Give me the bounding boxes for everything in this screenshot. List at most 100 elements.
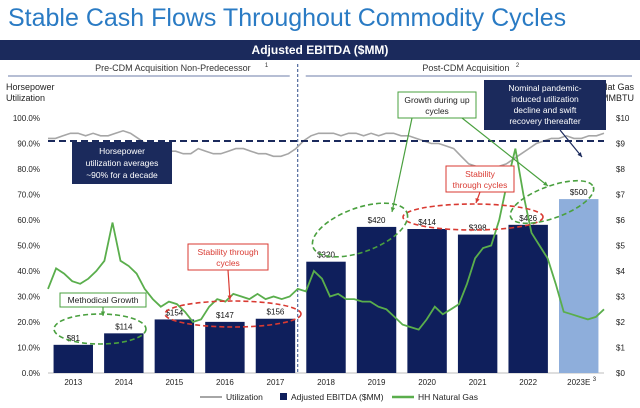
stability-arrow-1-head (227, 295, 232, 300)
right-tick-label: $5 (616, 242, 625, 251)
period-post-sup: 2 (516, 63, 520, 69)
ebitda-bar (508, 224, 548, 373)
ebitda-chart: Pre-CDM Acquisition Non-Predecessor 1 Post… (6, 63, 635, 402)
methodical-growth-ellipse (53, 313, 147, 345)
chart-banner: Adjusted EBITDA ($MM) (0, 40, 640, 60)
x-tick-label: 2017 (267, 378, 285, 387)
ebitda-value-label: $81 (67, 334, 81, 343)
hp-util-callout-text: utilization averages (86, 158, 159, 168)
right-tick-label: $8 (616, 165, 625, 174)
x-tick-label: 2016 (216, 378, 234, 387)
growth-arrow-1-head (390, 207, 396, 212)
ebitda-bar (255, 318, 296, 373)
stability-callout-2-text: Stability (465, 169, 496, 179)
growth-ellipse-1 (311, 202, 409, 258)
right-tick-label: $4 (616, 267, 625, 276)
stability-callout-2-text: through cycles (453, 180, 508, 190)
ebitda-bar (306, 261, 346, 373)
period-post-label: Post-CDM Acquisition (422, 63, 509, 73)
right-axis-title-line: HH Nat Gas (585, 82, 634, 92)
hp-util-callout-text: Horsepower (99, 146, 145, 156)
x-tick-label: 2022 (519, 378, 537, 387)
methodical-growth-callout-text: Methodical Growth (68, 295, 139, 305)
stability-ellipse-1 (164, 300, 302, 328)
right-tick-label: $9 (616, 140, 625, 149)
ebitda-value-label: $420 (368, 216, 386, 225)
left-tick-label: 100.0% (13, 114, 40, 123)
legend-utilization-label: Utilization (226, 392, 263, 402)
period-pre-label: Pre-CDM Acquisition Non-Predecessor (95, 63, 251, 73)
growth-ellipse-2 (509, 179, 595, 225)
hp-util-callout-text: ~90% for a decade (86, 170, 158, 180)
ebitda-value-label: $156 (267, 308, 285, 317)
ebitda-value-label: $154 (165, 308, 183, 317)
ebitda-value-label: $114 (115, 322, 133, 331)
x-tick-label: 2014 (115, 378, 133, 387)
ebitda-bar (457, 234, 498, 373)
ebitda-value-label: $398 (469, 224, 487, 233)
right-tick-label: $10 (616, 114, 630, 123)
right-tick-label: $7 (616, 191, 625, 200)
pandemic-callout (484, 80, 606, 130)
ebitda-bar (53, 344, 93, 373)
ebitda-bar (559, 199, 599, 373)
ebitda-bar (154, 319, 195, 373)
growth-up-callout-text: Growth during up (404, 95, 469, 105)
pandemic-arrow (559, 129, 583, 158)
right-tick-label: $1 (616, 344, 625, 353)
ebitda-bar (205, 321, 245, 373)
period-pre-sup: 1 (265, 63, 269, 69)
pandemic-callout-text: Nominal pandemic- (508, 83, 581, 93)
gas-price-line (47, 148, 605, 331)
x-tick-label: 2020 (418, 378, 436, 387)
x-tick-label: 2019 (368, 378, 386, 387)
right-tick-label: $6 (616, 216, 625, 225)
left-axis-title-line: Horsepower (6, 82, 55, 92)
methodical-arrow-head (100, 311, 106, 316)
x-tick-label: 2021 (469, 378, 487, 387)
left-tick-label: 40.0% (17, 267, 40, 276)
pandemic-arrow-head (577, 152, 582, 157)
left-tick-label: 80.0% (17, 165, 40, 174)
left-axis-title-line: Utilization (6, 93, 45, 103)
ebitda-value-label: $147 (216, 311, 234, 320)
left-tick-label: 30.0% (17, 293, 40, 302)
ebitda-bar (104, 333, 144, 373)
stability-callout-1-text: cycles (216, 258, 240, 268)
stability-callout-1 (187, 243, 269, 271)
growth-arrow-2 (461, 117, 549, 187)
right-tick-label: $2 (616, 318, 625, 327)
stability-callout-1-text: Stability through (198, 247, 259, 257)
page-title: Stable Cash Flows Throughout Commodity C… (8, 4, 567, 32)
stability-arrow-1 (227, 269, 231, 301)
legend-gas-label: HH Natural Gas (418, 392, 478, 402)
growth-arrow-2-head (543, 181, 548, 186)
ebitda-value-label: $500 (570, 188, 588, 197)
x-tick-label: 2015 (165, 378, 183, 387)
growth-up-callout-text: cycles (425, 106, 449, 116)
pandemic-callout-text: recovery thereafter (509, 116, 581, 126)
pandemic-callout-text: decline and swift (514, 105, 577, 115)
right-axis-title-line: $/MMBTU (594, 93, 635, 103)
left-tick-label: 90.0% (17, 140, 40, 149)
growth-arrow-1 (391, 117, 413, 213)
stability-arrow-2-head (475, 198, 480, 203)
growth-up-callout (397, 91, 477, 119)
right-tick-label: $3 (616, 293, 625, 302)
legend-ebitda-label: Adjusted EBITDA ($MM) (291, 392, 384, 402)
left-tick-label: 50.0% (17, 242, 40, 251)
x-tick-sup: 3 (593, 377, 597, 383)
left-tick-label: 20.0% (17, 318, 40, 327)
stability-ellipse-2 (402, 203, 544, 231)
pandemic-callout-text: induced utilization (511, 94, 579, 104)
left-tick-label: 0.0% (22, 369, 40, 378)
left-tick-label: 70.0% (17, 191, 40, 200)
right-tick-label: $0 (616, 369, 625, 378)
left-tick-label: 10.0% (17, 344, 40, 353)
x-tick-label: 2013 (64, 378, 82, 387)
legend-ebitda-swatch (280, 393, 287, 400)
ebitda-bar (356, 226, 397, 373)
left-tick-label: 60.0% (17, 216, 40, 225)
ebitda-value-label: $414 (418, 218, 436, 227)
x-tick-label: 2018 (317, 378, 335, 387)
